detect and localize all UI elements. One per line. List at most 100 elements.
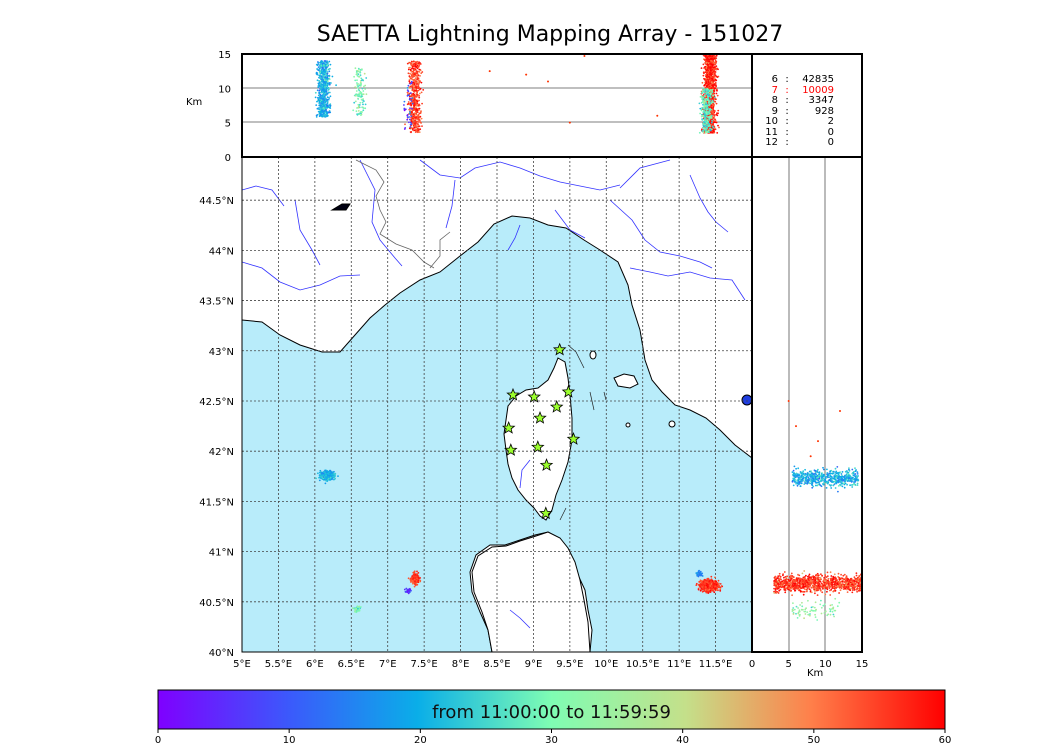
altitude-column xyxy=(352,67,368,116)
x-tick-label: 6°E xyxy=(306,659,324,670)
y-tick-label: 42.5°N xyxy=(199,397,234,408)
stat-value: 928 xyxy=(814,105,834,117)
station-star xyxy=(561,384,576,398)
altitude-axis-label: Km xyxy=(186,97,202,108)
stat-row: 12: 0 xyxy=(758,137,834,149)
colorbar-tick-label: 10 xyxy=(283,735,296,746)
lake xyxy=(330,203,351,211)
right-x-tick-labels: 0 5 10 15 xyxy=(749,659,869,670)
y-tick-label: 40.5°N xyxy=(199,598,234,609)
right-axis-label: Km xyxy=(807,668,823,679)
altitude-points xyxy=(314,54,720,134)
chart-title: SAETTA Lightning Mapping Array - 151027 xyxy=(316,22,784,47)
right-tick-label: 5 xyxy=(785,659,791,670)
x-tick-label: 7.5°E xyxy=(411,659,438,670)
stat-value: 2 xyxy=(827,116,834,127)
station-star xyxy=(539,506,553,520)
station-star xyxy=(552,342,567,356)
stats-frame xyxy=(751,53,863,158)
stat-sep: : xyxy=(785,116,789,127)
station-star xyxy=(539,458,554,472)
lightning-cluster xyxy=(315,469,339,485)
sardinia-island xyxy=(471,531,591,652)
stat-sep: : xyxy=(785,84,789,96)
altitude-tick-label: 0 xyxy=(225,153,231,164)
altitude-row xyxy=(791,465,860,493)
x-tick-label: 7°E xyxy=(379,659,397,670)
colorbar-tick-label: 50 xyxy=(807,735,820,746)
altitude-column xyxy=(403,80,414,130)
giglio-island xyxy=(668,420,676,428)
x-tick-label: 5°E xyxy=(233,659,251,670)
map-panel xyxy=(242,157,752,652)
colorbar-label: from 11:00:00 to 11:59:59 xyxy=(432,702,671,723)
giannutri-island xyxy=(625,422,631,428)
stat-row: 10: 2 xyxy=(758,116,834,128)
y-tick-label: 44.5°N xyxy=(199,196,234,207)
altitude-tick-label: 5 xyxy=(225,119,231,130)
stat-sep: : xyxy=(785,74,789,85)
x-tick-label: 9°E xyxy=(525,659,543,670)
x-tick-label: 9.5°E xyxy=(556,659,583,670)
station-star xyxy=(504,443,518,456)
stat-sep: : xyxy=(785,126,789,138)
y-tick-label: 40°N xyxy=(209,648,234,659)
stat-sep: : xyxy=(785,137,789,148)
stat-sep: : xyxy=(785,105,789,117)
stat-row: 7: 10009 xyxy=(758,84,834,97)
colorbar-tick-label: 60 xyxy=(939,735,952,746)
map-gridlines xyxy=(242,157,752,652)
stat-sep: : xyxy=(785,95,789,106)
station-star xyxy=(527,389,541,403)
lightning-cluster xyxy=(351,605,362,614)
stat-value: 0 xyxy=(827,126,834,138)
y-tick-label: 43.5°N xyxy=(199,297,234,308)
x-tick-label: 5.5°E xyxy=(265,659,292,670)
stat-key: 8 xyxy=(771,95,778,106)
borders xyxy=(355,159,451,269)
altitude-column xyxy=(314,60,337,118)
altitude-tick-label: 15 xyxy=(218,50,231,61)
colorbar-tick-label: 30 xyxy=(545,735,558,746)
station-star xyxy=(549,399,564,413)
colorbar-tick-label: 0 xyxy=(155,735,161,746)
stats-table: 6: 42835 7: 10009 8: 3347 9: 928 10: 2 11: 0 12: 0 xyxy=(758,74,834,149)
station-star xyxy=(531,440,545,453)
y-tick-label: 43°N xyxy=(209,347,234,358)
stat-key: 9 xyxy=(771,105,778,117)
stat-value: 10009 xyxy=(802,84,834,96)
altitude-tick-label: 10 xyxy=(218,84,231,95)
lightning-cluster xyxy=(695,575,724,594)
altitude-row xyxy=(773,570,862,597)
map-clusters xyxy=(315,469,724,614)
stat-value: 0 xyxy=(827,137,834,148)
colorbar xyxy=(157,689,946,730)
stat-value: 3347 xyxy=(808,95,834,106)
lake-marker xyxy=(741,394,752,406)
altitude-column xyxy=(404,60,425,134)
x-tick-label: 8°E xyxy=(452,659,470,670)
y-tick-label: 41.5°N xyxy=(199,497,234,508)
stat-row: 9: 928 xyxy=(758,105,834,118)
right-tick-label: 15 xyxy=(856,659,869,670)
station-star xyxy=(501,421,516,434)
colorbar-tick-label: 20 xyxy=(414,735,427,746)
elba-island xyxy=(613,373,639,389)
map-y-tick-labels: 40°N 40.5°N 41°N 41.5°N 42°N 42.5°N 43°N 43.5°N… xyxy=(199,196,234,659)
lightning-cluster xyxy=(407,570,422,588)
latitude-altitude-points xyxy=(773,399,862,621)
map-stations xyxy=(501,342,581,520)
x-tick-label: 8.5°E xyxy=(483,659,510,670)
stat-row: 6: 42835 xyxy=(758,74,834,86)
station-star xyxy=(533,410,547,424)
altitude-row xyxy=(791,597,841,621)
stat-key: 12 xyxy=(765,137,778,148)
altitude-y-tick-labels: 0 5 10 15 xyxy=(218,50,231,164)
y-tick-label: 41°N xyxy=(209,548,234,559)
station-star xyxy=(506,387,520,401)
right-tick-label: 10 xyxy=(819,659,832,670)
stat-key: 10 xyxy=(765,116,778,127)
x-tick-label: 10°E xyxy=(594,659,618,670)
stat-row: 8: 3347 xyxy=(758,95,834,107)
